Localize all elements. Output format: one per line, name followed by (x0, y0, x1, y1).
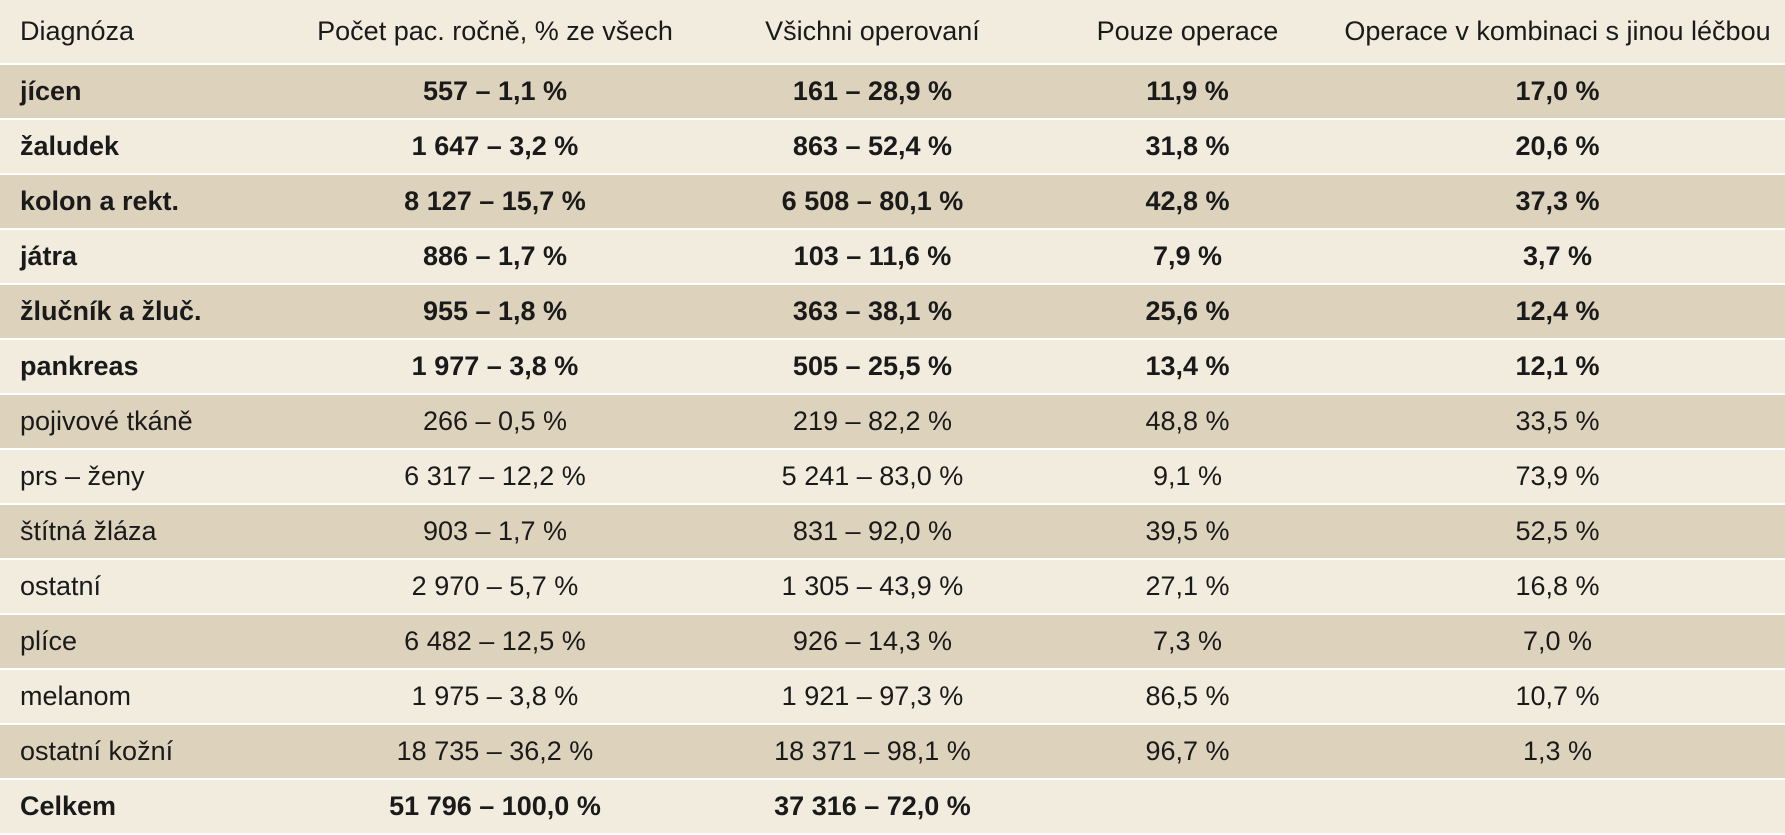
cell-diagnosis: jícen (20, 76, 82, 106)
cell-surgery-combined: 16,8 % (1515, 571, 1600, 601)
cell-count: 2 970 – 5,7 % (411, 571, 579, 601)
cell-diagnosis: žaludek (20, 131, 120, 161)
cell-diagnosis: štítná žláza (20, 516, 157, 546)
header-diagnosis: Diagnóza (0, 0, 290, 64)
cell-all-operated: 5 241 – 83,0 % (781, 461, 964, 491)
header-all-operated: Všichni operovaní (700, 0, 1045, 64)
cell-diagnosis: prs – ženy (20, 461, 145, 491)
cell-surgery-combined (1330, 779, 1785, 834)
cell-surgery-only: 96,7 % (1145, 736, 1230, 766)
cell-surgery-only: 27,1 % (1145, 571, 1230, 601)
table-row: pojivové tkáně 266 – 0,5 % 219 – 82,2 % … (0, 394, 1785, 449)
cell-surgery-combined: 17,0 % (1515, 76, 1600, 106)
cell-all-operated: 863 – 52,4 % (792, 131, 953, 161)
cell-surgery-combined: 37,3 % (1515, 186, 1600, 216)
cell-surgery-only: 25,6 % (1145, 296, 1230, 326)
cell-diagnosis: kolon a rekt. (20, 186, 180, 216)
table-row: melanom 1 975 – 3,8 % 1 921 – 97,3 % 86,… (0, 669, 1785, 724)
cell-all-operated: 6 508 – 80,1 % (781, 186, 964, 216)
header-surgery-only: Pouze operace (1045, 0, 1330, 64)
cell-count: 1 975 – 3,8 % (411, 681, 579, 711)
cell-diagnosis: ostatní (20, 571, 102, 601)
cell-all-operated: 1 921 – 97,3 % (781, 681, 964, 711)
cell-surgery-combined: 20,6 % (1515, 131, 1600, 161)
cell-all-operated: 363 – 38,1 % (792, 296, 953, 326)
table-row: žlučník a žluč. 955 – 1,8 % 363 – 38,1 %… (0, 284, 1785, 339)
header-surgery-combined: Operace v kombinaci s jinou léčbou (1330, 0, 1785, 64)
cell-count: 1 977 – 3,8 % (411, 351, 579, 381)
table-total-row: Celkem 51 796 – 100,0 % 37 316 – 72,0 % (0, 779, 1785, 834)
cell-surgery-combined: 12,4 % (1515, 296, 1600, 326)
cell-surgery-only: 42,8 % (1145, 186, 1230, 216)
cell-surgery-combined: 33,5 % (1515, 406, 1600, 436)
table-row: prs – ženy 6 317 – 12,2 % 5 241 – 83,0 %… (0, 449, 1785, 504)
cell-diagnosis: pojivové tkáně (20, 406, 193, 436)
cell-count: 51 796 – 100,0 % (389, 791, 601, 821)
cell-diagnosis: melanom (20, 681, 132, 711)
table-row: játra 886 – 1,7 % 103 – 11,6 % 7,9 % 3,7… (0, 229, 1785, 284)
cell-surgery-only: 31,8 % (1145, 131, 1230, 161)
cell-surgery-only: 11,9 % (1146, 76, 1229, 106)
cell-count: 955 – 1,8 % (422, 296, 568, 326)
cell-diagnosis: žlučník a žluč. (20, 296, 202, 326)
cell-surgery-combined: 52,5 % (1515, 516, 1600, 546)
table-row: pankreas 1 977 – 3,8 % 505 – 25,5 % 13,4… (0, 339, 1785, 394)
table-row: jícen 557 – 1,1 % 161 – 28,9 % 11,9 % 17… (0, 64, 1785, 119)
cell-count: 886 – 1,7 % (422, 241, 568, 271)
cell-surgery-combined: 3,7 % (1522, 241, 1593, 271)
table-row: štítná žláza 903 – 1,7 % 831 – 92,0 % 39… (0, 504, 1785, 559)
cell-surgery-only: 48,8 % (1145, 406, 1230, 436)
table-header-row: Diagnóza Počet pac. ročně, % ze všech Vš… (0, 0, 1785, 64)
cell-count: 266 – 0,5 % (422, 406, 568, 436)
cell-surgery-combined: 12,1 % (1515, 351, 1600, 381)
table-row: kolon a rekt. 8 127 – 15,7 % 6 508 – 80,… (0, 174, 1785, 229)
cell-diagnosis: Celkem (20, 791, 117, 821)
cell-all-operated: 831 – 92,0 % (792, 516, 953, 546)
cell-diagnosis: játra (20, 241, 78, 271)
table-row: ostatní 2 970 – 5,7 % 1 305 – 43,9 % 27,… (0, 559, 1785, 614)
cell-surgery-only: 7,9 % (1152, 241, 1223, 271)
cell-diagnosis: pankreas (20, 351, 139, 381)
cell-count: 8 127 – 15,7 % (404, 186, 586, 216)
cell-count: 18 735 – 36,2 % (396, 736, 594, 766)
cell-surgery-only: 86,5 % (1145, 681, 1230, 711)
cell-diagnosis: ostatní kožní (20, 736, 174, 766)
cell-count: 6 317 – 12,2 % (404, 461, 586, 491)
cell-all-operated: 161 – 28,9 % (792, 76, 953, 106)
cell-surgery-only (1045, 779, 1330, 834)
cell-all-operated: 18 371 – 98,1 % (774, 736, 971, 766)
cell-all-operated: 505 – 25,5 % (792, 351, 953, 381)
header-count: Počet pac. ročně, % ze všech (290, 0, 700, 64)
cell-all-operated: 1 305 – 43,9 % (781, 571, 964, 601)
cell-all-operated: 103 – 11,6 % (793, 241, 952, 271)
cell-surgery-only: 39,5 % (1145, 516, 1230, 546)
cell-surgery-combined: 1,3 % (1522, 736, 1593, 766)
table-row: ostatní kožní 18 735 – 36,2 % 18 371 – 9… (0, 724, 1785, 779)
cell-diagnosis: plíce (20, 626, 78, 656)
cell-surgery-only: 13,4 % (1145, 351, 1230, 381)
cell-all-operated: 926 – 14,3 % (792, 626, 953, 656)
cell-count: 6 482 – 12,5 % (404, 626, 586, 656)
cell-surgery-combined: 10,7 % (1515, 681, 1600, 711)
cell-surgery-only: 9,1 % (1152, 461, 1223, 491)
table-row: plíce 6 482 – 12,5 % 926 – 14,3 % 7,3 % … (0, 614, 1785, 669)
cell-surgery-combined: 73,9 % (1515, 461, 1600, 491)
cell-count: 903 – 1,7 % (422, 516, 568, 546)
table-row: žaludek 1 647 – 3,2 % 863 – 52,4 % 31,8 … (0, 119, 1785, 174)
cell-surgery-combined: 7,0 % (1522, 626, 1593, 656)
cell-count: 1 647 – 3,2 % (411, 131, 579, 161)
cell-all-operated: 37 316 – 72,0 % (774, 791, 971, 821)
cell-surgery-only: 7,3 % (1152, 626, 1223, 656)
cell-count: 557 – 1,1 % (422, 76, 568, 106)
cell-all-operated: 219 – 82,2 % (792, 406, 953, 436)
